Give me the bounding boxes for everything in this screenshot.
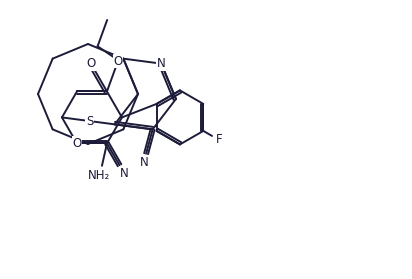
Text: NH₂: NH₂ <box>88 169 110 182</box>
Text: S: S <box>86 115 94 128</box>
Text: N: N <box>139 156 148 169</box>
Text: N: N <box>157 57 166 70</box>
Text: N: N <box>119 167 129 179</box>
Text: O: O <box>73 137 82 150</box>
Text: O: O <box>86 57 96 70</box>
Text: O: O <box>113 55 123 68</box>
Text: F: F <box>215 133 222 146</box>
